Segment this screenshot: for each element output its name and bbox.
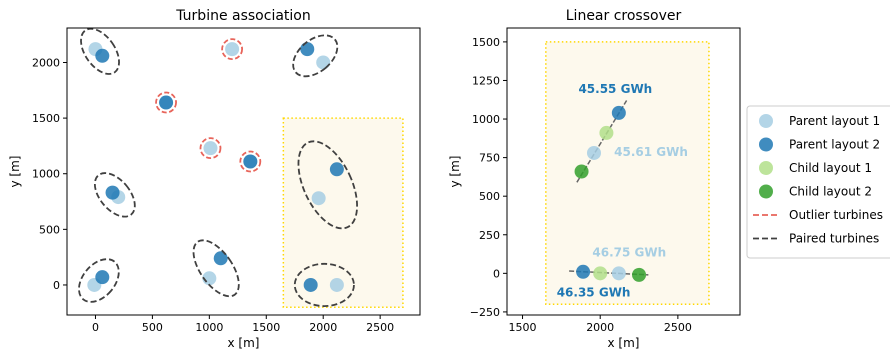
paired-ellipse <box>297 140 358 230</box>
point-parent-layout-1 <box>329 277 344 292</box>
annotation-label: 46.75 GWh <box>592 245 666 259</box>
y-axis-label: y [m] <box>448 156 462 188</box>
point-child-layout-2 <box>574 164 589 179</box>
x-tick-label: 500 <box>142 321 163 334</box>
legend-label: Child layout 2 <box>789 185 872 199</box>
x-axis-label: x [m] <box>608 336 640 350</box>
y-tick-label: −250 <box>470 306 500 319</box>
paired-ellipse <box>80 27 120 75</box>
paired-ellipse <box>293 262 355 308</box>
point-parent-layout-1 <box>203 141 218 156</box>
x-tick-label: 1500 <box>252 321 280 334</box>
legend-marker <box>759 137 773 152</box>
y-axis-label: y [m] <box>8 156 22 188</box>
outlier-circle <box>239 150 262 173</box>
y-tick-label: 250 <box>479 229 500 242</box>
point-parent-layout-2 <box>300 42 315 57</box>
point-parent-layout-2 <box>303 277 318 292</box>
point-child-layout-1 <box>593 266 608 281</box>
x-tick-label: 1000 <box>195 321 223 334</box>
legend-frame <box>746 105 890 259</box>
y-tick-label: 1500 <box>472 36 500 49</box>
x-tick-label: 2000 <box>309 321 337 334</box>
point-parent-layout-2 <box>159 95 174 110</box>
crossover-region <box>545 41 710 305</box>
point-parent-layout-1 <box>611 266 626 281</box>
legend-marker <box>759 114 773 128</box>
x-tick-label: 2000 <box>586 321 614 334</box>
chart-turbine-association: 0 500 1000 1500 2000 2500 0 500 1000 1500 2000 Turb… <box>8 8 421 350</box>
chart-linear-crossover: 45.55 GWh 45.61 GWh 46.75 GWh 46.35 GWh 1500… <box>448 8 741 350</box>
point-child-layout-1 <box>599 125 614 140</box>
y-tick-label: 500 <box>39 223 60 236</box>
point-parent-layout-2 <box>105 185 120 200</box>
point-parent-layout-2 <box>213 251 228 266</box>
paired-ellipse <box>93 172 136 218</box>
point-parent-layout-2 <box>329 162 344 177</box>
plot-frame <box>506 27 741 316</box>
point-parent-layout-1 <box>586 145 601 160</box>
annotation-label: 45.55 GWh <box>578 82 652 96</box>
legend-label: Outlier turbines <box>789 208 883 222</box>
legend-label: Child layout 1 <box>789 161 872 175</box>
annotation-label: 46.35 GWh <box>557 285 631 299</box>
paired-ellipse <box>292 34 339 78</box>
x-tick-label: 2500 <box>664 321 692 334</box>
point-parent-layout-1 <box>311 191 326 206</box>
chart-title: Linear crossover <box>566 8 682 24</box>
outlier-circle <box>221 38 244 61</box>
y-tick-label: 1000 <box>32 168 60 181</box>
legend-marker <box>759 161 773 175</box>
paired-ellipse <box>192 239 240 298</box>
y-tick-label: 1000 <box>472 113 500 126</box>
outlier-circle <box>199 137 222 160</box>
annotation-label: 45.61 GWh <box>614 145 688 159</box>
point-parent-layout-2 <box>95 270 110 285</box>
y-tick-label: 2000 <box>32 56 60 69</box>
point-parent-layout-1 <box>316 55 331 70</box>
chart-title: Turbine association <box>175 8 310 24</box>
x-tick-label: 0 <box>92 321 99 334</box>
outlier-circle <box>155 91 177 114</box>
plot-frame <box>66 27 421 316</box>
paired-ellipse <box>78 258 120 303</box>
point-parent-layout-2 <box>95 48 110 63</box>
y-tick-label: 0 <box>53 279 60 292</box>
y-tick-label: 1250 <box>472 74 500 87</box>
y-tick-label: 0 <box>493 267 500 280</box>
y-tick-label: 500 <box>479 190 500 203</box>
legend-label: Parent layout 2 <box>789 138 880 152</box>
legend-label: Parent layout 1 <box>789 114 880 128</box>
point-parent-layout-1 <box>225 42 240 57</box>
point-parent-layout-2 <box>611 105 626 120</box>
point-parent-layout-2 <box>243 154 258 169</box>
legend-label: Paired turbines <box>789 232 879 246</box>
y-tick-label: 1500 <box>32 112 60 125</box>
legend-marker <box>759 184 773 199</box>
x-tick-label: 2500 <box>366 321 394 334</box>
legend: Parent layout 1 Parent layout 2 Child layo… <box>746 105 890 259</box>
x-axis-label: x [m] <box>228 336 260 350</box>
x-tick-label: 1500 <box>509 321 537 334</box>
point-child-layout-2 <box>632 267 647 282</box>
crossover-region <box>282 117 404 308</box>
y-tick-label: 750 <box>479 152 500 165</box>
point-parent-layout-2 <box>576 264 591 279</box>
